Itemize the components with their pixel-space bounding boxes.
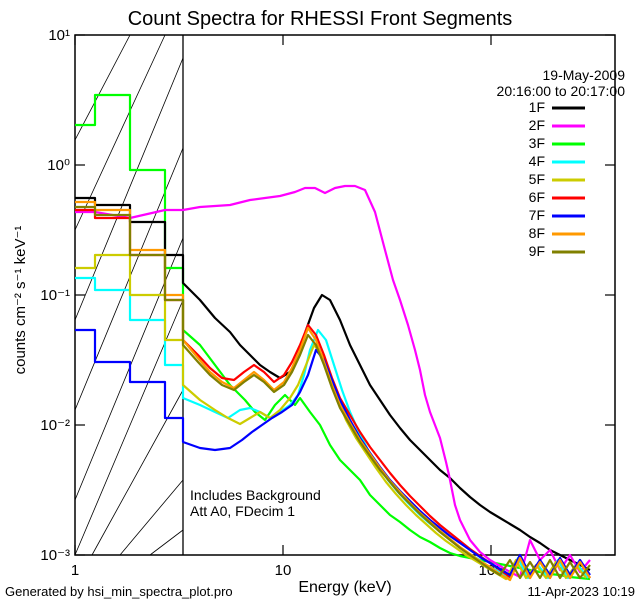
legend-label-6F: 6F [529,189,545,205]
annotation-includes-background: Includes Background [190,487,321,503]
x-tick-10: 10 [275,562,292,579]
rhessi-spectra-plot: Count Spectra for RHESSI Front Segments [0,0,640,600]
annotation-att-fdecim: Att A0, FDecim 1 [190,503,295,519]
legend-label-7F: 7F [529,207,545,223]
y-tick-10e-2: 10⁻² [40,417,70,434]
footer-timestamp: 11-Apr-2023 10:19 [528,584,635,599]
footer-generated-by: Generated by hsi_min_spectra_plot.pro [5,584,233,599]
y-axis-label: counts cm⁻² s⁻¹ keV⁻¹ [12,226,29,375]
y-tick-10e-3: 10⁻³ [40,547,70,564]
x-axis-label: Energy (keV) [298,579,391,596]
legend-label-4F: 4F [529,153,545,169]
date-annotation-line2: 20:16:00 to 20:17:00 [497,83,626,99]
legend-label-8F: 8F [529,225,545,241]
date-annotation-line1: 19-May-2009 [543,67,626,83]
y-tick-10e0: 10⁰ [47,157,70,174]
y-tick-10e1: 10¹ [48,27,70,44]
chart-title: Count Spectra for RHESSI Front Segments [128,8,513,30]
x-tick-1: 1 [71,562,79,579]
legend-label-9F: 9F [529,243,545,259]
legend-label-3F: 3F [529,135,545,151]
legend-label-5F: 5F [529,171,545,187]
y-tick-10e-1: 10⁻¹ [40,287,70,304]
legend-label-2F: 2F [529,117,545,133]
legend-label-1F: 1F [529,99,545,115]
